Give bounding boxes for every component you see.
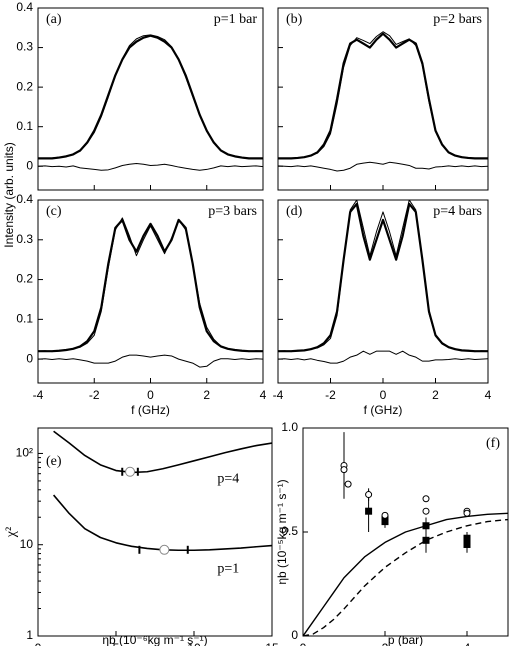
plot-frame [37, 427, 273, 637]
y-tick-label: 0.3 [16, 40, 33, 54]
y-tick-label: 0.2 [16, 79, 33, 93]
x-tick-label: 0 [35, 641, 42, 646]
point [365, 491, 373, 499]
y-tick-label: 0 [26, 158, 33, 172]
x-tick-label: 4 [260, 388, 267, 402]
x-axis-label: f (GHz) [131, 403, 170, 417]
y-tick-label: 0.4 [16, 0, 33, 14]
annotation: p=3 bars [208, 204, 257, 219]
curve [278, 32, 488, 160]
panel-label: (e) [46, 454, 62, 469]
y-tick-label: 0 [291, 628, 298, 642]
x-tick-label: -2 [325, 388, 336, 402]
y-axis-label: Intensity (arb. units) [2, 142, 16, 247]
point [422, 495, 430, 503]
x-tick-label: 2 [203, 388, 210, 402]
point [344, 480, 352, 488]
point [422, 536, 430, 544]
point [340, 466, 348, 474]
annotation: p=1 bar [214, 12, 258, 27]
point [463, 509, 471, 517]
x-tick-label: 2 [382, 641, 389, 646]
x-tick-label: 0 [300, 641, 307, 646]
plot-frame [37, 199, 264, 384]
curve [302, 518, 509, 637]
curve [37, 34, 264, 160]
x-axis-label: f (GHz) [364, 403, 403, 417]
plot-frame [277, 199, 489, 384]
y-tick-label: 0.1 [16, 312, 33, 326]
y-axis-label: ηb (10⁻⁵kg m⁻¹ s⁻¹) [275, 479, 289, 584]
x-tick-label: 2 [432, 388, 439, 402]
y-tick-label: 0.4 [16, 192, 33, 206]
y-tick-label: 10² [16, 446, 33, 460]
curve [53, 430, 273, 474]
x-axis-label: ηb (10⁻⁶kg m⁻¹ s⁻¹) [102, 633, 207, 646]
curve [37, 162, 264, 171]
curve [52, 494, 273, 552]
panel-label: (c) [46, 204, 62, 219]
x-tick-label: 0 [380, 388, 387, 402]
y-tick-label: 1.0 [281, 420, 298, 434]
x-tick-label: 4 [464, 641, 471, 646]
y-tick-label: 0.1 [16, 119, 33, 133]
best-fit-point [159, 544, 170, 555]
annotation: p=2 bars [433, 12, 482, 27]
y-tick-label: 0 [26, 351, 33, 365]
y-tick-label: 0.5 [281, 524, 298, 538]
panel-label: (b) [286, 12, 303, 27]
annotation: p=1 [217, 561, 239, 576]
panel-label: (d) [286, 204, 303, 219]
point [365, 507, 373, 515]
curve [277, 31, 489, 160]
x-tick-label: -4 [273, 388, 284, 402]
x-axis-label: p (bar) [388, 633, 423, 646]
plot-frame [277, 7, 489, 191]
annotation: p=4 bars [433, 204, 482, 219]
x-tick-label: 4 [485, 388, 492, 402]
point [463, 534, 471, 542]
x-tick-label: 10 [187, 641, 201, 646]
curve [278, 202, 488, 353]
y-tick-label: 0.2 [16, 272, 33, 286]
y-axis-label: χ² [4, 527, 19, 538]
panel-label: (f) [486, 436, 500, 451]
x-tick-label: 5 [113, 641, 120, 646]
curve [302, 512, 509, 637]
curve [38, 34, 263, 160]
curve [38, 218, 263, 353]
y-tick-label: 1 [26, 628, 33, 642]
curve [277, 161, 489, 172]
curve [277, 350, 489, 364]
panel-label: (a) [46, 12, 62, 27]
point [381, 511, 389, 519]
y-tick-label: 10 [20, 537, 34, 551]
y-tick-label: 0.3 [16, 232, 33, 246]
best-fit-point [125, 466, 136, 477]
curve [37, 354, 264, 368]
annotation: p=4 [217, 472, 239, 487]
x-tick-label: -2 [89, 388, 100, 402]
x-tick-label: -4 [33, 388, 44, 402]
point [422, 522, 430, 530]
curve [37, 217, 264, 353]
x-tick-label: 15 [265, 641, 279, 646]
x-tick-label: 0 [147, 388, 154, 402]
point [422, 507, 430, 515]
